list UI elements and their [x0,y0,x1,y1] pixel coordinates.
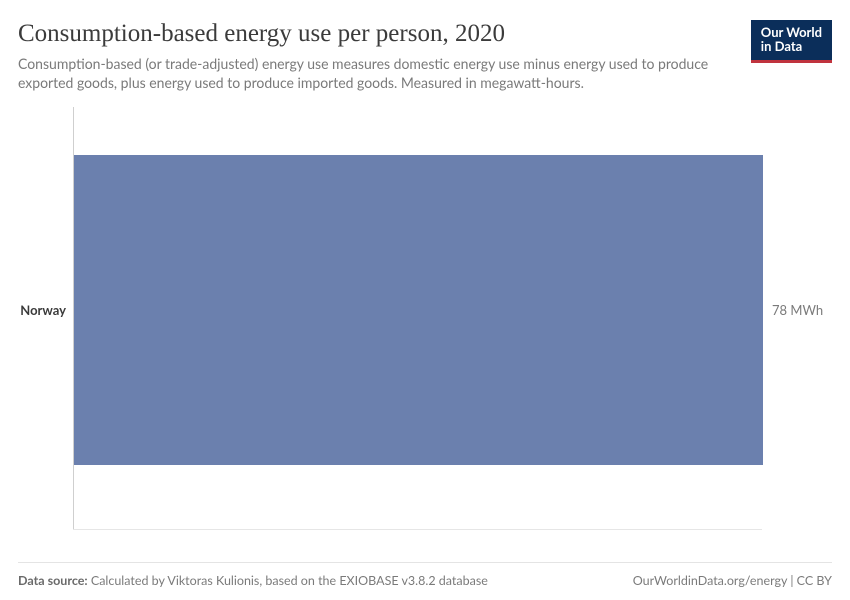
footer: Data source: Calculated by Viktoras Kuli… [18,562,832,600]
header: Consumption-based energy use per person,… [18,20,832,93]
logo-line-1: Our World [761,25,822,39]
chart-subtitle: Consumption-based (or trade-adjusted) en… [18,55,735,93]
attribution: OurWorldinData.org/energy | CC BY [633,573,832,588]
bar [74,155,763,465]
data-source-label: Data source: [18,573,88,588]
category-label: Norway [20,302,66,318]
plot-area: Norway 78 MWh [18,107,832,562]
owid-logo: Our World in Data [751,20,832,63]
title-block: Consumption-based energy use per person,… [18,20,751,93]
chart-container: Consumption-based energy use per person,… [0,0,850,600]
chart-title: Consumption-based energy use per person,… [18,20,735,49]
logo-line-2: in Data [761,39,822,53]
value-label: 78 MWh [772,302,823,318]
data-source-text: Calculated by Viktoras Kulionis, based o… [91,573,488,588]
data-source: Data source: Calculated by Viktoras Kuli… [18,573,488,588]
x-axis-line [73,529,762,530]
